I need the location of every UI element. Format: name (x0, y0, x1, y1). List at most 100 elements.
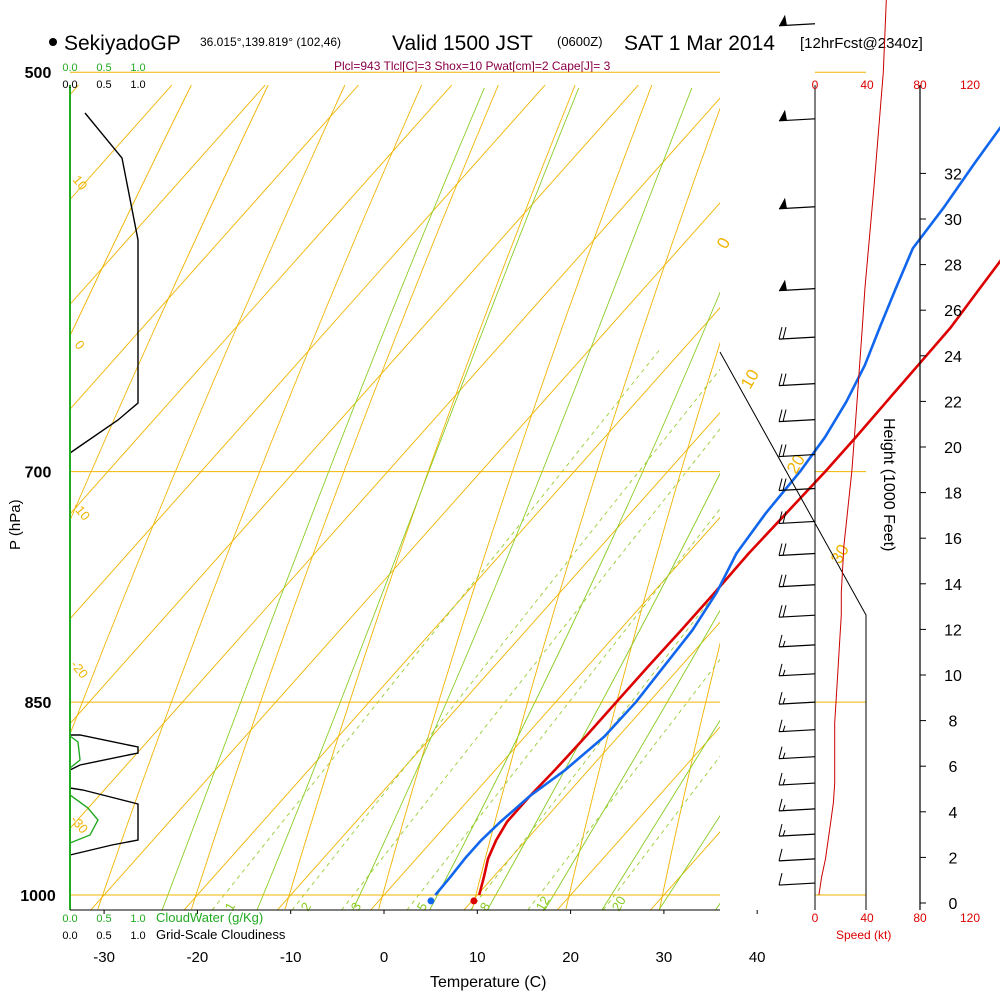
cloud-axis-ticks: 0.0 0.0 0.0 0.0 0.5 0.5 0.5 0.5 1.0 1.0 1.0 1.0 (62, 62, 145, 942)
height-tick-label: 4 (949, 805, 958, 822)
speed-tick-label: 0 (812, 911, 819, 925)
barb-half (782, 725, 786, 732)
barb-pennant (779, 197, 787, 209)
dry-adiabat (70, 85, 269, 522)
barb-staff (778, 833, 816, 837)
barb-flag (778, 373, 783, 386)
height-tick-label: 28 (944, 258, 962, 275)
barb-staff (778, 782, 816, 786)
cloudiness-tick: 0.0 (62, 79, 77, 91)
isotherm-label: 10 (737, 366, 763, 392)
cloudwater-tick: 1.0 (130, 62, 145, 74)
panel-edge (719, 351, 867, 910)
pressure-tick-label: 1000 (20, 888, 56, 905)
barb-flag (778, 409, 783, 422)
temperature-line (477, 259, 1000, 896)
valid-date: SAT 1 Mar 2014 (624, 32, 775, 55)
dry-adiabat-label: -30 (68, 812, 92, 836)
barb-flag (778, 543, 783, 556)
barb-staff (778, 520, 816, 525)
barb-staff (778, 808, 816, 812)
barb-half (782, 804, 786, 812)
isotherm (837, 85, 1000, 910)
barb-flag (782, 373, 787, 386)
temperature-tick-label: 30 (656, 949, 673, 966)
pressure-tick-label: 500 (25, 65, 52, 82)
height-tick-label: 8 (949, 714, 958, 731)
height-tick-label: 20 (944, 440, 962, 457)
moist-adiabat (429, 291, 720, 910)
dry-adiabat-label: 10 (70, 172, 91, 193)
isotherm (370, 516, 720, 910)
cloudwater-tick: 1.0 (130, 913, 145, 925)
wind-speed-line (818, 0, 887, 896)
cloudiness-tick: 0.0 (62, 930, 77, 942)
barb-flag (782, 574, 787, 587)
barb-flag (778, 444, 783, 457)
y-axis-title: P (hPa) (7, 499, 24, 550)
temperature-tick-label: 0 (380, 949, 388, 966)
barb-staff (778, 336, 816, 340)
station-coords: 36.015°,139.819° (102,46) (200, 35, 341, 49)
moist-adiabat (161, 87, 485, 910)
barb-staff (778, 729, 816, 733)
height-axis-title: Height (1000 Feet) (880, 418, 897, 551)
barb-flag (778, 574, 783, 587)
height-tick-label: 12 (944, 622, 962, 639)
cloudwater-label: CloudWater (g/Kg) (156, 910, 263, 925)
cloudwater-curve (69, 794, 99, 844)
barb-flag (778, 746, 783, 759)
isotherm (70, 85, 546, 620)
isotherm (90, 202, 720, 910)
barb-staff (778, 453, 816, 458)
height-tick-label: 14 (944, 577, 962, 594)
barb-flag (778, 848, 783, 861)
barb-staff (778, 673, 816, 677)
barb-flag (778, 772, 783, 786)
isotherm-label: 30 (827, 541, 853, 567)
sounding-series (427, 125, 1000, 905)
isotherm (70, 85, 266, 306)
height-tick-label: 26 (944, 303, 962, 320)
barb-staff (778, 552, 816, 557)
temperature-tick-label: 40 (749, 949, 766, 966)
barb-staff (778, 584, 816, 588)
pressure-tick-label: 850 (25, 695, 52, 712)
dry-adiabat-label: 0 (72, 337, 88, 352)
surface-point (470, 897, 478, 905)
moist-adiabats (161, 87, 720, 910)
mixing-ratio-line (602, 755, 720, 910)
z-time: (0600Z) (557, 34, 603, 49)
barb-staff (778, 419, 816, 423)
barb-flag (778, 634, 783, 647)
barb-staff (778, 487, 816, 492)
height-tick-label: 6 (949, 759, 958, 776)
stability-indices: Plcl=943 Tlcl[C]=3 Shox=10 Pwat[cm]=2 Ca… (334, 59, 611, 73)
temperature-tick-label: 10 (469, 949, 486, 966)
height-tick-label: 16 (944, 531, 962, 548)
mixing-ratio-label: 12 (533, 893, 553, 913)
barb-flag (782, 478, 787, 491)
cloudwater-tick: 0.0 (62, 913, 77, 925)
isotherm (70, 97, 720, 830)
height-tick-label: 24 (944, 349, 962, 366)
dry-adiabat (471, 107, 720, 910)
surface-point (427, 897, 435, 905)
barb-flag (782, 511, 787, 524)
barb-half (782, 669, 786, 676)
valid-time: Valid 1500 JST (392, 32, 533, 55)
x-axis-title: Temperature (C) (430, 974, 546, 991)
barb-half (782, 752, 786, 759)
barb-half (782, 697, 786, 705)
barb-staff (778, 756, 816, 760)
barb-pennant (779, 279, 787, 291)
moist-adiabat (544, 609, 720, 910)
barb-half (782, 778, 786, 786)
speed-tick-label: 40 (860, 911, 874, 925)
mixing-ratio-line (470, 586, 720, 910)
cloudiness-label: Grid-Scale Cloudiness (156, 927, 286, 942)
mixing-ratio-label: 2 (298, 900, 315, 914)
temperature-tick-label: 20 (562, 949, 579, 966)
pressure-tick-label: 700 (25, 465, 52, 482)
temperature-tick-label: -30 (93, 949, 115, 966)
